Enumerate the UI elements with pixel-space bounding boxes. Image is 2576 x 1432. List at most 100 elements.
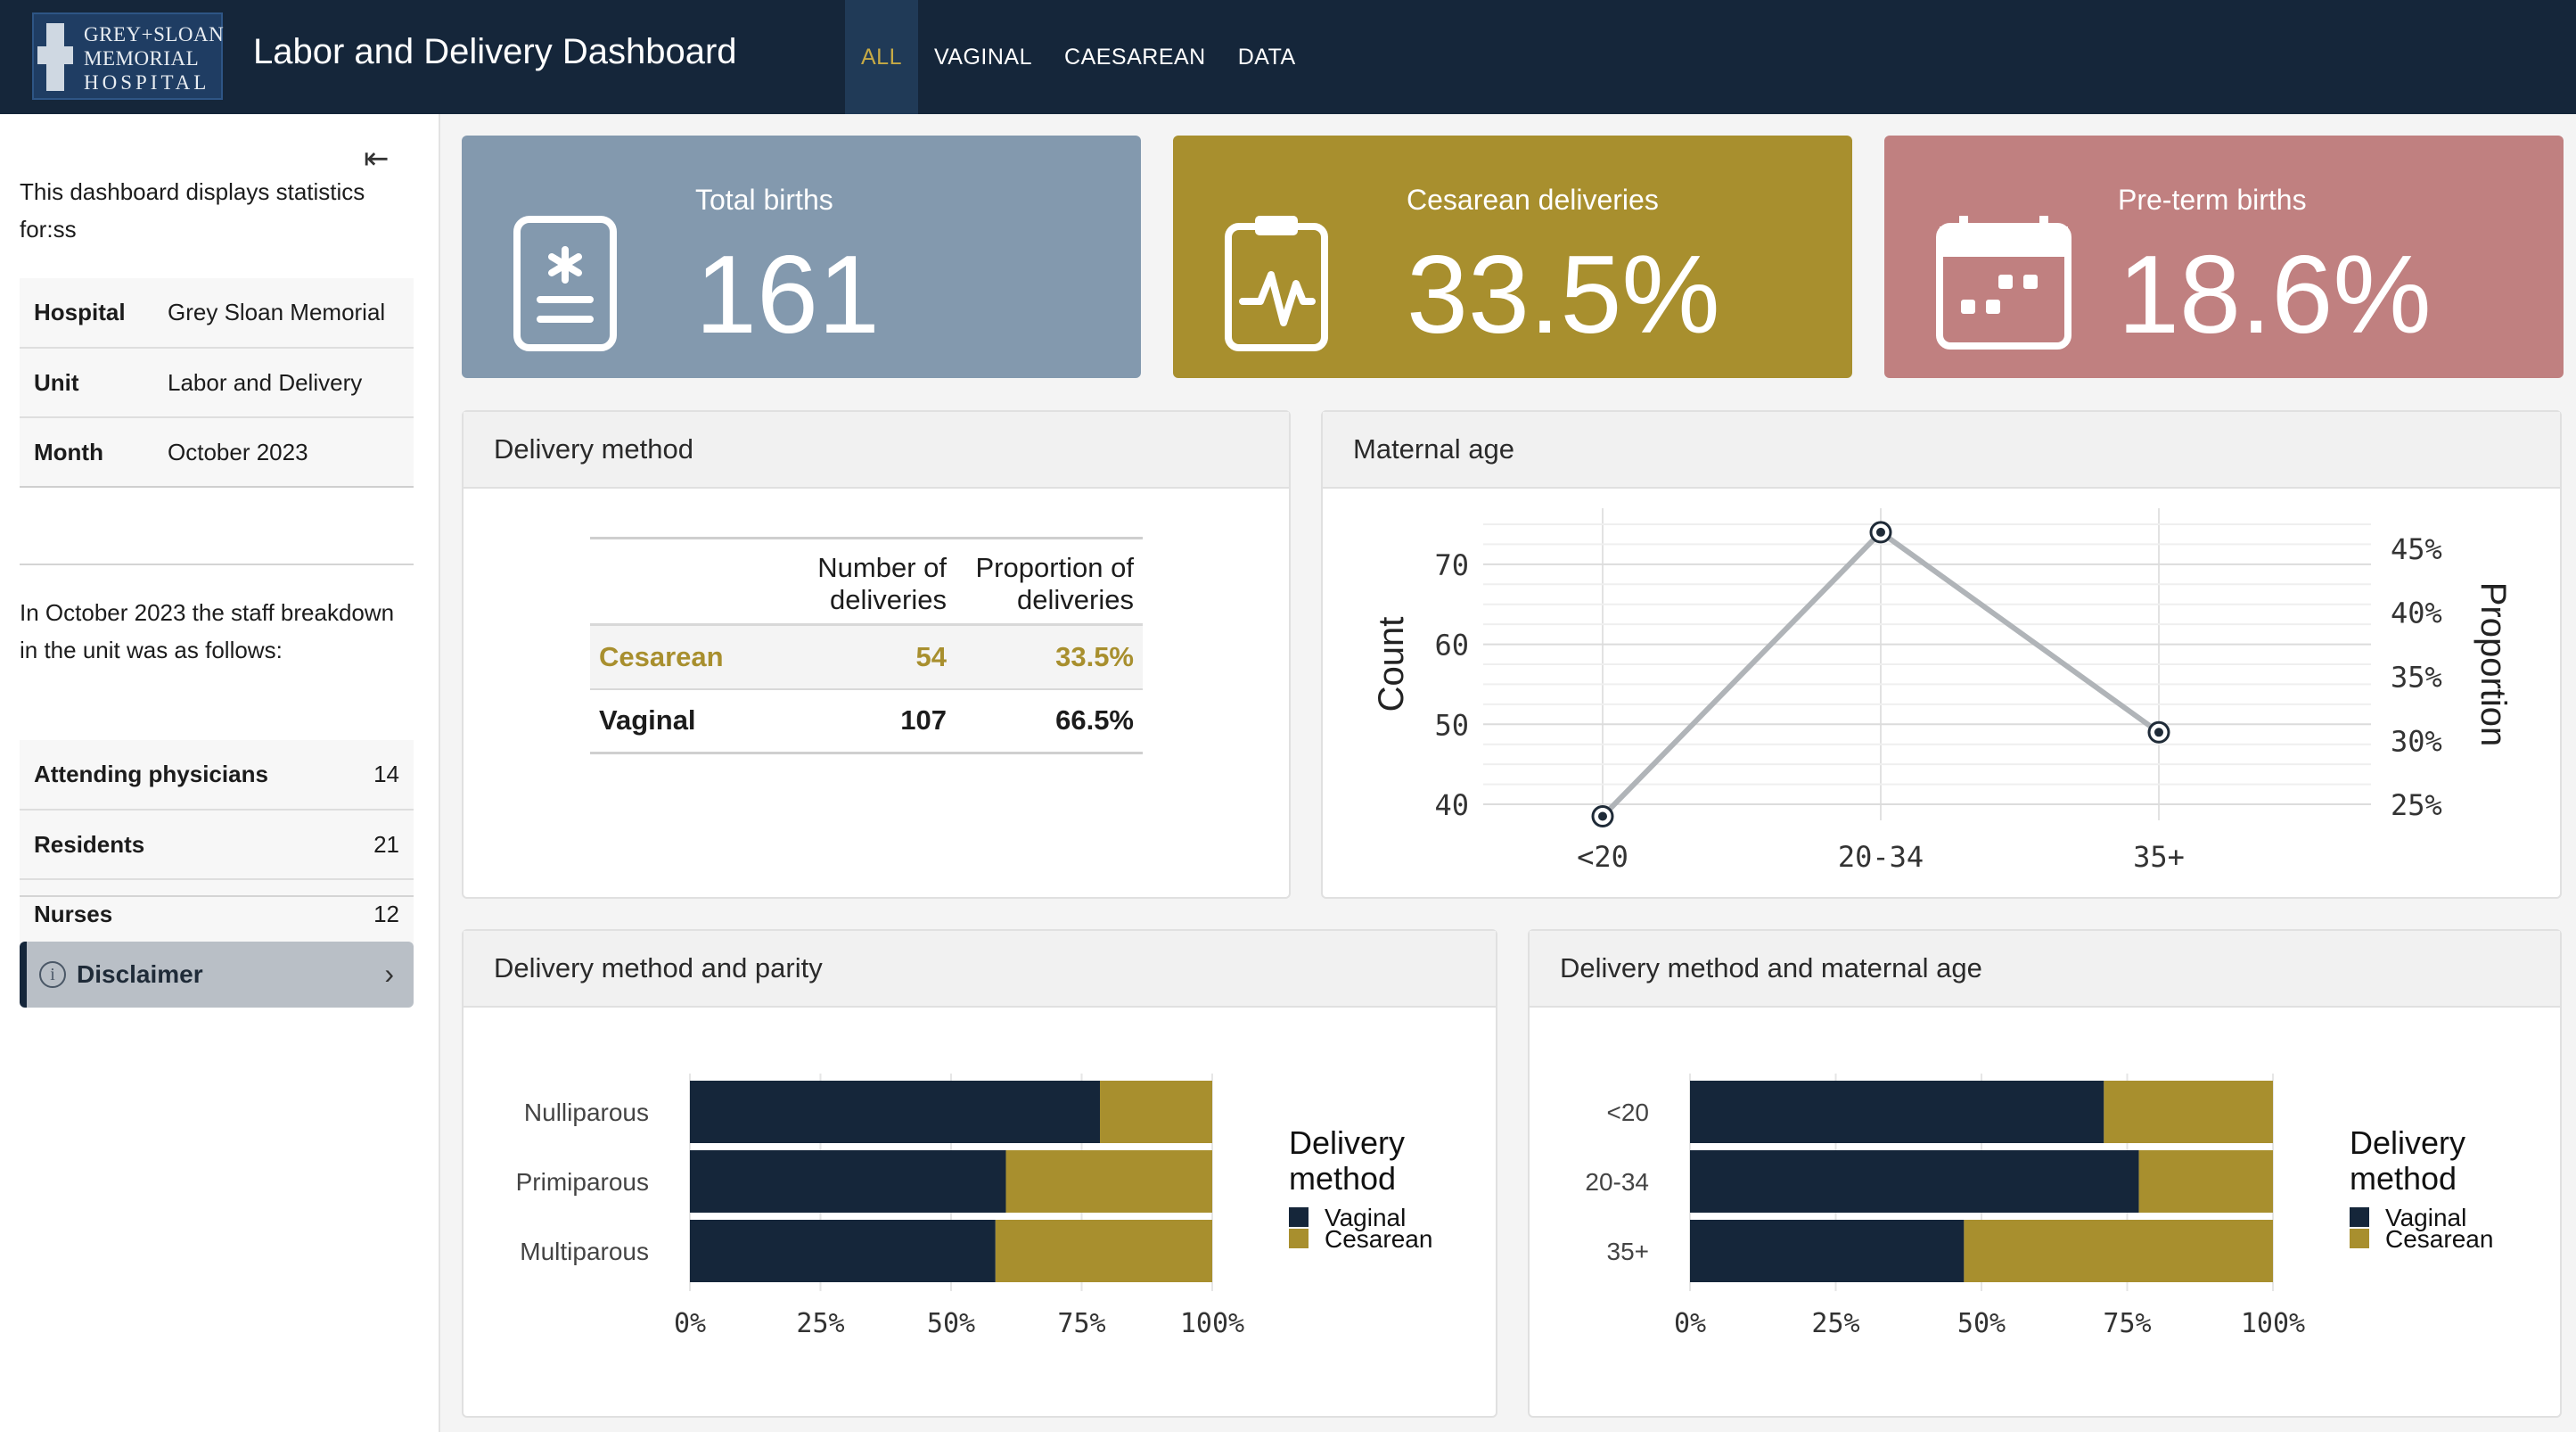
x-tick-label: 25% [1811, 1308, 1859, 1339]
value-box-cesarean: Cesarean deliveries 33.5% [1173, 136, 1852, 378]
delivery-method-card: Delivery method Number of deliveries Pro… [462, 410, 1291, 899]
value-box-value: 33.5% [1407, 234, 1720, 357]
chevron-right-icon: › [384, 958, 394, 990]
y-tick-label: 35+ [1607, 1238, 1650, 1265]
table-cell: 66.5% [1055, 704, 1134, 737]
staff-table: Attending physicians 14 Residents 21 Nurse… [20, 740, 414, 950]
y-tick-label: 70 [1434, 548, 1469, 582]
legend-label: Cesarean [1325, 1225, 1432, 1253]
collapse-left-icon[interactable]: ⇤ [364, 142, 390, 176]
bar-cesarean [2138, 1150, 2273, 1213]
y2-tick-label: 40% [2391, 597, 2442, 630]
staff-count: 12 [323, 879, 414, 950]
table-header: Number of deliveries [817, 552, 947, 615]
info-key: Hospital [20, 278, 153, 349]
legend-label: Vaginal [2385, 1204, 2466, 1231]
disclaimer-accordion[interactable]: i Disclaimer › [20, 942, 414, 1008]
y-tick-label: 20-34 [1585, 1168, 1649, 1196]
legend-swatch [1289, 1229, 1309, 1248]
y-tick-label: <20 [1607, 1099, 1650, 1126]
y-tick-label: Multiparous [520, 1238, 649, 1265]
y-axis-label: Count [1372, 617, 1411, 712]
data-point-core [2154, 728, 2163, 737]
sidebar: ⇤ This dashboard displays statistics for… [0, 114, 440, 1432]
card-title: Maternal age [1323, 412, 2560, 489]
data-point-core [1876, 527, 1885, 537]
x-tick-label: 0% [1674, 1308, 1706, 1339]
legend-label: Vaginal [1325, 1204, 1406, 1231]
info-value: October 2023 [153, 417, 414, 488]
parity-bar-chart: 0% 25% 50% 75% 100% Nulliparous Primiparous Mul… [516, 1074, 1432, 1339]
staff-count: 14 [323, 740, 414, 811]
table-cell: 54 [804, 624, 956, 690]
age-method-bar-chart: 0% 25% 50% 75% 100% <20 20-34 35+ Deliverymethod… [1585, 1074, 2493, 1339]
y2-tick-label: 35% [2391, 660, 2442, 694]
tab-caesarean[interactable]: CAESAREAN [1064, 44, 1206, 70]
bar-cesarean [1964, 1220, 2273, 1282]
bar-cesarean [1100, 1081, 1212, 1143]
x-tick-label: 50% [927, 1308, 975, 1339]
y-tick-label: 60 [1434, 629, 1469, 663]
table-row: Cesarean 54 33.5% [590, 624, 1143, 690]
age-method-card: Delivery method and maternal age 0% 25% 50… [1528, 929, 2562, 1418]
staff-role: Attending physicians [20, 740, 323, 811]
divider [20, 895, 414, 897]
staff-role: Residents [20, 810, 323, 880]
y-tick-label: 40 [1434, 788, 1469, 822]
staff-row: Nurses 12 [20, 879, 414, 950]
clipboard-pulse-icon [1225, 216, 1328, 351]
delivery-method-table: Number of deliveries Proportion of deliv… [590, 537, 1143, 754]
logo-line-3: HOSPITAL [84, 71, 210, 94]
table-header-row: Number of deliveries Proportion of deliv… [590, 538, 1143, 625]
y-tick-label: Nulliparous [524, 1099, 649, 1126]
legend-label: Cesarean [2385, 1225, 2493, 1253]
sidebar-intro: This dashboard displays statistics for:s… [20, 178, 365, 243]
legend-swatch [2350, 1229, 2369, 1248]
info-table: Hospital Grey Sloan Memorial Unit Labor an… [20, 278, 414, 488]
disclaimer-label: Disclaimer [77, 960, 203, 988]
legend-title: method [1289, 1160, 1396, 1197]
data-point-core [1598, 811, 1607, 821]
tab-vaginal[interactable]: VAGINAL [933, 44, 1033, 70]
y2-tick-label: 30% [2391, 724, 2442, 758]
app-title: Labor and Delivery Dashboard [253, 32, 737, 71]
value-box-total-births: Total births 161 [462, 136, 1141, 378]
info-icon: i [39, 961, 66, 988]
card-title: Delivery method [464, 412, 1289, 489]
value-box-title: Cesarean deliveries [1407, 184, 1659, 216]
bar-vaginal [690, 1081, 1101, 1143]
legend-title: method [2350, 1160, 2457, 1197]
legend-swatch [2350, 1207, 2369, 1227]
bar-cesarean [1005, 1150, 1212, 1213]
table-cell: Cesarean [590, 624, 804, 690]
maternal-age-line-chart: 40 50 60 70 25% 30% 35% 40% 45% <20 20-34 35+ Count P… [1372, 508, 2513, 874]
divider [20, 564, 414, 565]
tab-data[interactable]: DATA [1237, 44, 1296, 70]
value-box-value: 161 [695, 234, 880, 357]
x-tick-label: 0% [674, 1308, 706, 1339]
bar-cesarean [2104, 1081, 2273, 1143]
tab-all[interactable]: ALL [845, 0, 918, 114]
x-tick-label: 50% [1957, 1308, 2006, 1339]
value-box-title: Pre-term births [2118, 184, 2307, 216]
table-cell: Vaginal [599, 704, 696, 737]
navbar: GREY+SLOAN MEMORIAL HOSPITAL Labor and D… [0, 0, 2576, 114]
x-tick-label: 25% [796, 1308, 844, 1339]
table-header [590, 539, 804, 625]
legend-title: Delivery [1289, 1124, 1405, 1161]
x-tick-label: 35+ [2133, 840, 2185, 874]
value-box-value: 18.6% [2118, 234, 2432, 357]
x-tick-label: <20 [1577, 840, 1628, 874]
hospital-logo[interactable]: GREY+SLOAN MEMORIAL HOSPITAL [32, 12, 224, 100]
x-tick-label: 75% [1057, 1308, 1105, 1339]
legend-swatch [1289, 1207, 1309, 1227]
maternal-age-card: Maternal age 40 50 60 70 25% 30% 35% 40% 45% <20 2… [1321, 410, 2562, 899]
clipboard-medical-icon [513, 216, 617, 351]
y2-axis-label: Proportion [2473, 582, 2513, 747]
staff-role: Nurses [20, 879, 323, 950]
logo-cross-bar [37, 46, 73, 64]
y-tick-label: Primiparous [516, 1168, 649, 1196]
staff-count: 21 [323, 810, 414, 880]
y-tick-label: 50 [1434, 708, 1469, 742]
y2-tick-label: 25% [2391, 788, 2442, 822]
